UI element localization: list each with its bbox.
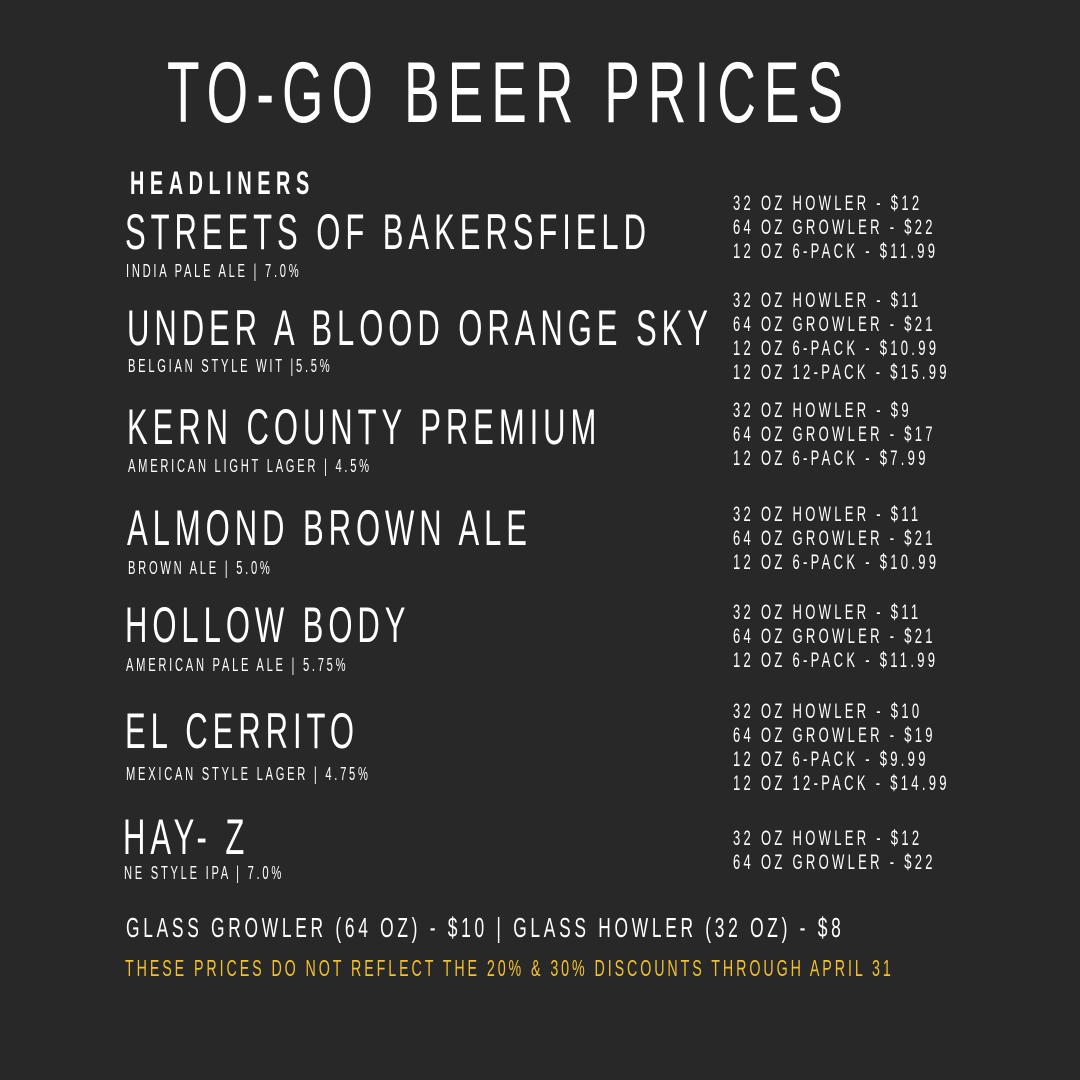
price-line: 64 OZ GROWLER - $21	[733, 313, 936, 336]
discount-disclaimer: THESE PRICES DO NOT REFLECT THE 20% & 30…	[125, 955, 894, 981]
page-title: TO-GO BEER PRICES	[167, 45, 852, 141]
price-line: 32 OZ HOWLER - $11	[733, 289, 922, 312]
price-line: 32 OZ HOWLER - $9	[733, 399, 912, 422]
price-line: 64 OZ GROWLER - $22	[733, 851, 936, 874]
glassware-prices: GLASS GROWLER (64 OZ) - $10 | GLASS HOWL…	[126, 912, 845, 943]
beer-name: UNDER A BLOOD ORANGE SKY	[127, 300, 713, 356]
price-line: 12 OZ 6-PACK - $11.99	[733, 649, 939, 672]
price-line: 12 OZ 12-PACK - $14.99	[733, 772, 950, 795]
price-line: 64 OZ GROWLER - $22	[733, 216, 936, 239]
price-line: 64 OZ GROWLER - $17	[733, 423, 936, 446]
price-line: 32 OZ HOWLER - $10	[733, 700, 923, 723]
beer-style: BELGIAN STYLE WIT |5.5%	[128, 356, 333, 376]
price-line: 64 OZ GROWLER - $21	[733, 625, 936, 648]
beer-name: EL CERRITO	[125, 703, 359, 759]
beer-style: MEXICAN STYLE LAGER | 4.75%	[126, 764, 371, 784]
beer-name: STREETS OF BAKERSFIELD	[125, 204, 651, 260]
price-line: 64 OZ GROWLER - $21	[733, 527, 936, 550]
price-line: 32 OZ HOWLER - $12	[733, 827, 923, 850]
price-line: 12 OZ 6-PACK - $9.99	[733, 748, 929, 771]
section-heading: HEADLINERS	[130, 165, 315, 201]
price-line: 32 OZ HOWLER - $12	[733, 192, 923, 215]
price-line: 12 OZ 6-PACK - $11.99	[733, 240, 939, 263]
beer-style: INDIA PALE ALE | 7.0%	[126, 261, 302, 281]
beer-style: AMERICAN PALE ALE | 5.75%	[126, 655, 349, 675]
beer-name: HAY- Z	[123, 809, 250, 865]
price-line: 12 OZ 6-PACK - $10.99	[733, 551, 940, 574]
beer-name: HOLLOW BODY	[125, 597, 411, 653]
price-line: 64 OZ GROWLER - $19	[733, 724, 936, 747]
beer-name: ALMOND BROWN ALE	[127, 500, 532, 556]
beer-style: AMERICAN LIGHT LAGER | 4.5%	[128, 456, 372, 476]
beer-style: BROWN ALE | 5.0%	[128, 558, 273, 578]
price-line: 32 OZ HOWLER - $11	[733, 601, 922, 624]
beer-name: KERN COUNTY PREMIUM	[127, 399, 602, 455]
beer-style: NE STYLE IPA | 7.0%	[124, 863, 284, 883]
price-line: 12 OZ 12-PACK - $15.99	[733, 361, 950, 384]
price-line: 32 OZ HOWLER - $11	[733, 503, 922, 526]
price-line: 12 OZ 6-PACK - $10.99	[733, 337, 940, 360]
price-line: 12 OZ 6-PACK - $7.99	[733, 447, 929, 470]
